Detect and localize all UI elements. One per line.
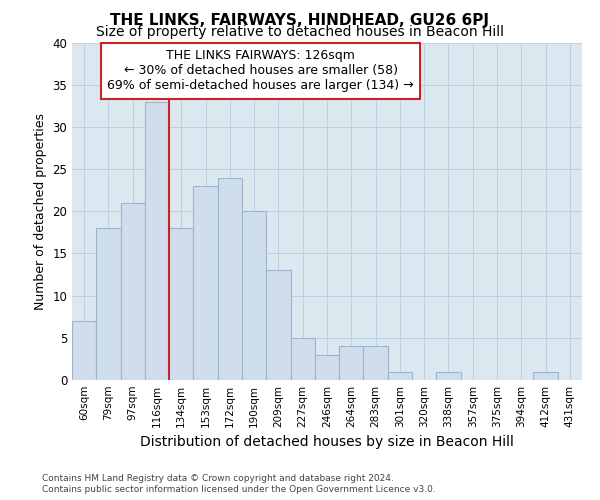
Bar — [169, 228, 193, 380]
Bar — [266, 270, 290, 380]
Bar — [290, 338, 315, 380]
Bar — [364, 346, 388, 380]
Bar — [242, 211, 266, 380]
Bar — [193, 186, 218, 380]
Bar — [96, 228, 121, 380]
Bar — [72, 321, 96, 380]
Bar — [315, 354, 339, 380]
Bar — [436, 372, 461, 380]
Bar — [339, 346, 364, 380]
Text: Contains HM Land Registry data © Crown copyright and database right 2024.
Contai: Contains HM Land Registry data © Crown c… — [42, 474, 436, 494]
Bar — [121, 203, 145, 380]
Text: Size of property relative to detached houses in Beacon Hill: Size of property relative to detached ho… — [96, 25, 504, 39]
Bar — [388, 372, 412, 380]
Bar — [533, 372, 558, 380]
Y-axis label: Number of detached properties: Number of detached properties — [34, 113, 47, 310]
Bar — [218, 178, 242, 380]
X-axis label: Distribution of detached houses by size in Beacon Hill: Distribution of detached houses by size … — [140, 436, 514, 450]
Text: THE LINKS FAIRWAYS: 126sqm
← 30% of detached houses are smaller (58)
69% of semi: THE LINKS FAIRWAYS: 126sqm ← 30% of deta… — [107, 50, 414, 92]
Bar — [145, 102, 169, 380]
Text: THE LINKS, FAIRWAYS, HINDHEAD, GU26 6PJ: THE LINKS, FAIRWAYS, HINDHEAD, GU26 6PJ — [110, 12, 490, 28]
